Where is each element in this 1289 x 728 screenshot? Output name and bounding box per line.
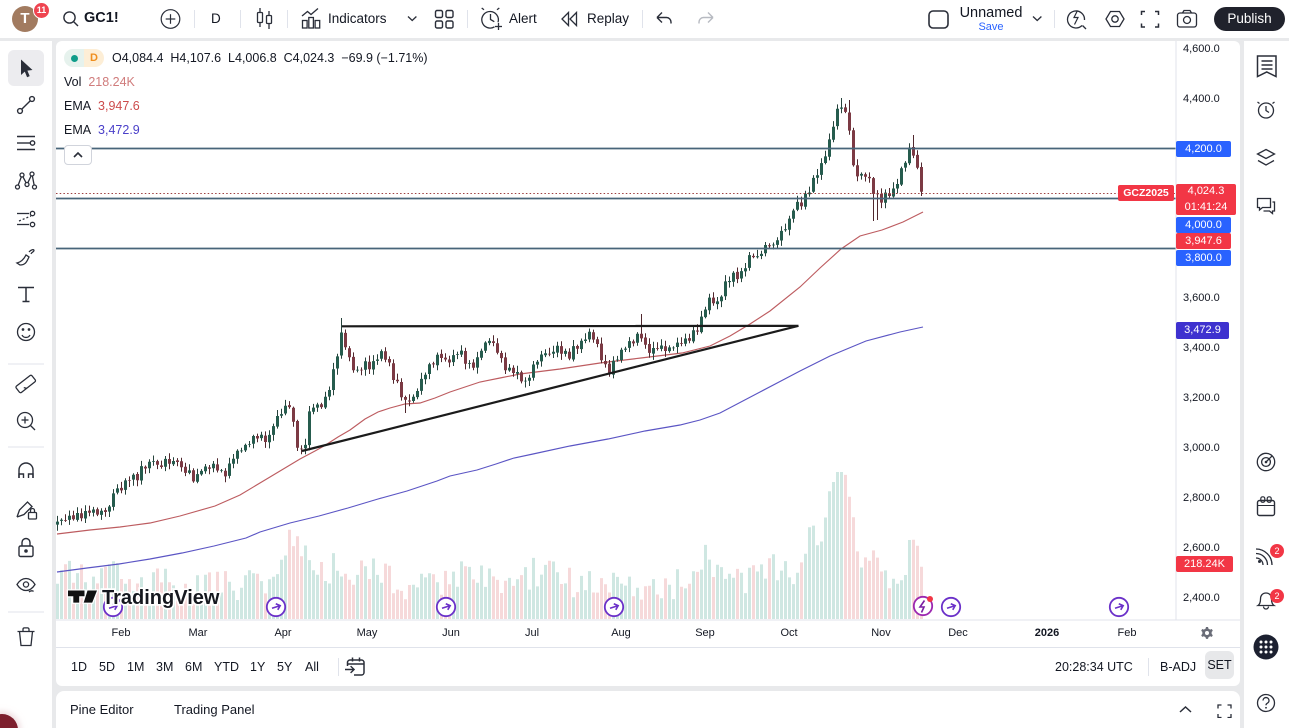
svg-text:TradingView: TradingView <box>102 587 220 609</box>
